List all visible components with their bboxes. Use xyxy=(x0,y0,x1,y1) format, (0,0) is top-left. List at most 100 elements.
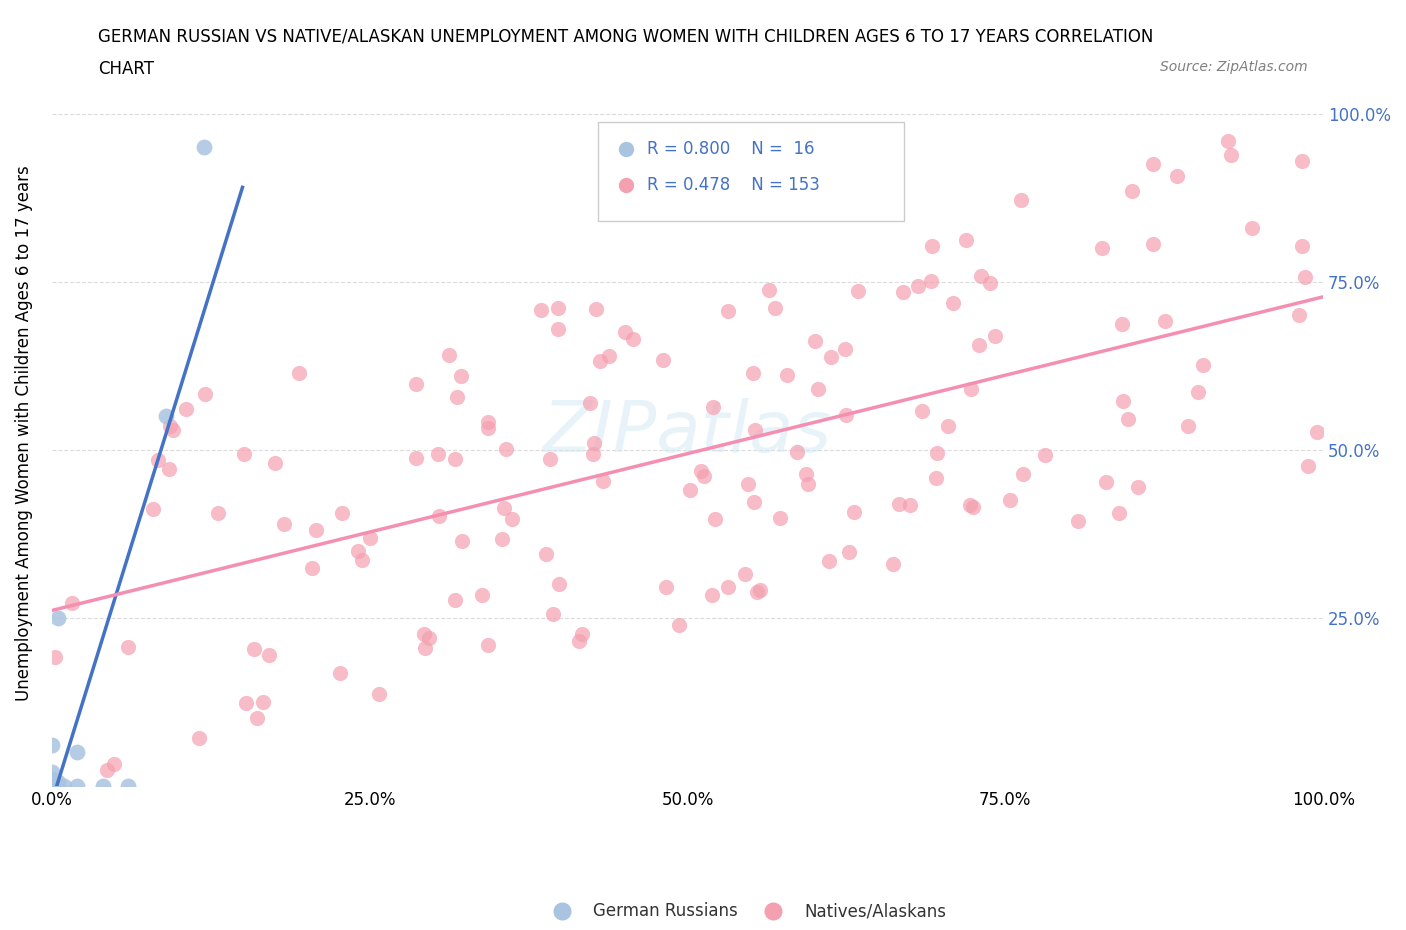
Point xyxy=(301,561,323,576)
Point xyxy=(444,451,467,466)
Point xyxy=(758,283,780,298)
Point xyxy=(1033,447,1056,462)
Point xyxy=(955,232,977,247)
Point xyxy=(960,381,983,396)
Point xyxy=(41,778,63,793)
Point xyxy=(159,419,181,434)
Y-axis label: Unemployment Among Women with Children Ages 6 to 17 years: Unemployment Among Women with Children A… xyxy=(15,165,32,701)
Point xyxy=(744,423,766,438)
Point xyxy=(970,268,993,283)
Point xyxy=(1191,358,1213,373)
Point xyxy=(1126,480,1149,495)
Point xyxy=(734,567,756,582)
Point xyxy=(350,552,373,567)
Point xyxy=(359,530,381,545)
Point xyxy=(834,341,856,356)
Text: German Russians: German Russians xyxy=(593,902,738,921)
Point xyxy=(1166,168,1188,183)
Point xyxy=(405,377,427,392)
Point xyxy=(668,618,690,632)
Point xyxy=(920,273,942,288)
Point xyxy=(235,696,257,711)
Point xyxy=(1298,458,1320,473)
Point xyxy=(1294,270,1316,285)
Point xyxy=(368,686,391,701)
Point xyxy=(117,778,139,793)
Point xyxy=(942,295,965,310)
Point xyxy=(243,642,266,657)
Point xyxy=(91,778,114,793)
Point xyxy=(162,423,184,438)
Point xyxy=(907,279,929,294)
Point xyxy=(305,523,328,538)
Point xyxy=(1142,236,1164,251)
Point xyxy=(1153,313,1175,328)
Point xyxy=(44,649,66,664)
Point xyxy=(187,731,209,746)
Point xyxy=(927,446,949,461)
Point xyxy=(41,778,63,793)
Point xyxy=(768,511,790,525)
Point xyxy=(1108,506,1130,521)
Point xyxy=(571,627,593,642)
Point xyxy=(60,595,83,610)
Point xyxy=(936,419,959,434)
Point xyxy=(737,476,759,491)
Point xyxy=(157,461,180,476)
Point xyxy=(263,456,285,471)
Point xyxy=(330,506,353,521)
Point xyxy=(1142,156,1164,171)
Point xyxy=(41,775,63,790)
Point xyxy=(450,368,472,383)
Point xyxy=(998,492,1021,507)
Point xyxy=(582,435,605,450)
Point xyxy=(207,506,229,521)
Point xyxy=(1112,394,1135,409)
Point xyxy=(53,778,76,793)
Point xyxy=(898,498,921,512)
Point xyxy=(613,325,636,339)
Point xyxy=(405,451,427,466)
Point xyxy=(817,553,839,568)
Point xyxy=(491,532,513,547)
Point xyxy=(588,353,610,368)
Point xyxy=(117,640,139,655)
Point xyxy=(598,349,620,364)
Point xyxy=(582,446,605,461)
Point xyxy=(1011,467,1033,482)
Point xyxy=(155,408,177,423)
FancyBboxPatch shape xyxy=(599,123,904,221)
Text: CHART: CHART xyxy=(98,60,155,78)
Point xyxy=(921,239,943,254)
Point xyxy=(259,647,281,662)
Point xyxy=(1116,412,1139,427)
Point xyxy=(41,764,63,779)
Point xyxy=(979,275,1001,290)
Point xyxy=(742,495,765,510)
Point xyxy=(66,778,89,793)
Point xyxy=(252,695,274,710)
Text: Natives/Alaskans: Natives/Alaskans xyxy=(804,902,946,921)
Point xyxy=(446,390,468,405)
Point xyxy=(103,757,125,772)
Point xyxy=(547,577,569,591)
Point xyxy=(889,497,911,512)
Point xyxy=(1306,424,1329,439)
Point xyxy=(763,300,786,315)
Point xyxy=(287,365,309,380)
Point xyxy=(1091,240,1114,255)
Point xyxy=(273,516,295,531)
Point xyxy=(501,512,523,526)
Point xyxy=(530,303,553,318)
Point xyxy=(176,402,198,417)
Point xyxy=(477,415,499,430)
Point xyxy=(1010,193,1032,207)
Point xyxy=(41,738,63,753)
Point xyxy=(194,387,217,402)
Point xyxy=(536,547,558,562)
Point xyxy=(329,666,352,681)
Point xyxy=(693,468,716,483)
Point xyxy=(804,334,827,349)
Point xyxy=(427,509,450,524)
Point xyxy=(1111,317,1133,332)
